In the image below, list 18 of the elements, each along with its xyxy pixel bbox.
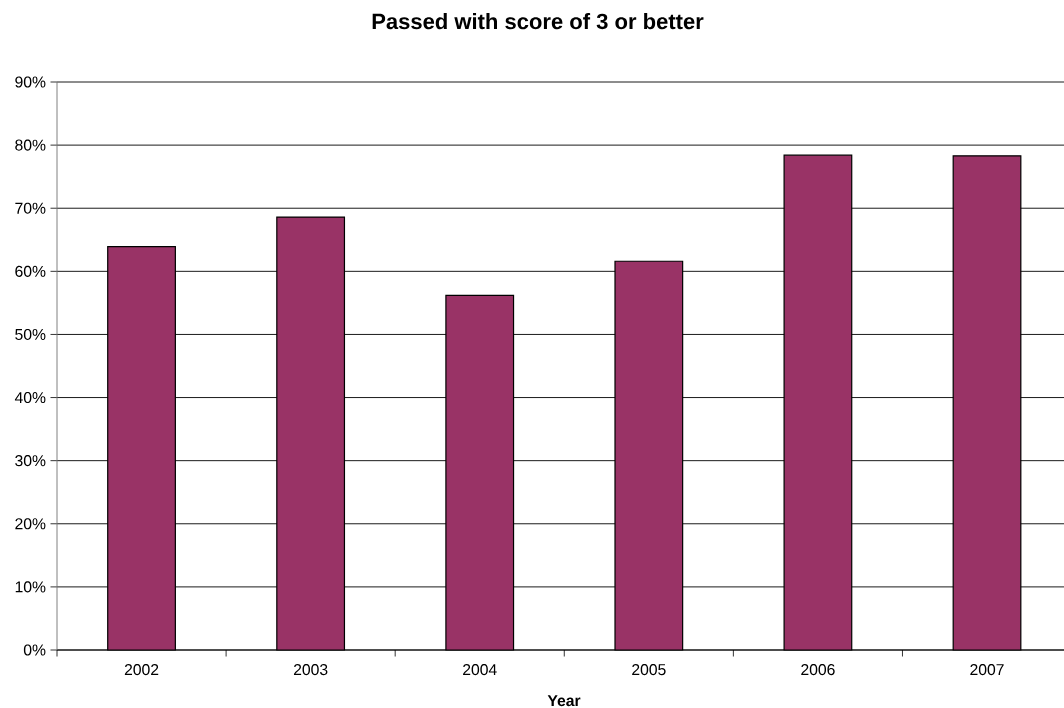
y-tick-label: 0% <box>23 644 46 656</box>
x-tick-label: 2006 <box>801 664 835 676</box>
y-tick-label: 80% <box>15 139 46 151</box>
y-tick-label: 50% <box>15 328 46 341</box>
y-tick-label: 70% <box>15 202 46 214</box>
x-tick-label: 2007 <box>970 664 1004 676</box>
x-axis-title: Year <box>547 695 581 707</box>
x-tick-label: 2003 <box>293 664 328 676</box>
y-tick-label: 90% <box>15 76 46 88</box>
y-tick-label: 20% <box>15 518 46 530</box>
y-tick-label: 10% <box>15 581 46 593</box>
y-tick-label: 60% <box>15 265 46 277</box>
x-tick-label: 2005 <box>632 664 666 676</box>
y-tick-label: 40% <box>14 391 46 404</box>
x-tick-label: 2002 <box>124 664 159 676</box>
chart-title: Passed with score of 3 or better <box>372 13 704 30</box>
x-tick-label: 2004 <box>463 664 497 676</box>
y-tick-label: 30% <box>15 455 46 467</box>
